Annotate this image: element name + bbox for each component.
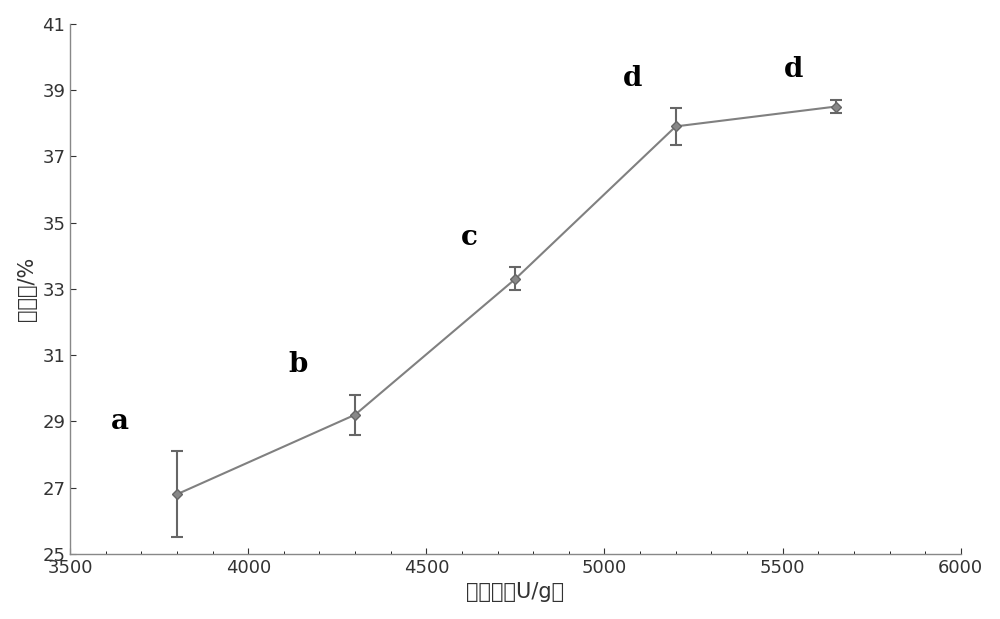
Text: a: a — [111, 407, 129, 435]
Text: d: d — [623, 64, 643, 92]
Text: b: b — [288, 351, 308, 378]
X-axis label: 加酶量（U/g）: 加酶量（U/g） — [466, 582, 564, 602]
Y-axis label: 水解度/%: 水解度/% — [17, 257, 37, 321]
Text: c: c — [461, 223, 478, 251]
Text: d: d — [784, 56, 803, 84]
